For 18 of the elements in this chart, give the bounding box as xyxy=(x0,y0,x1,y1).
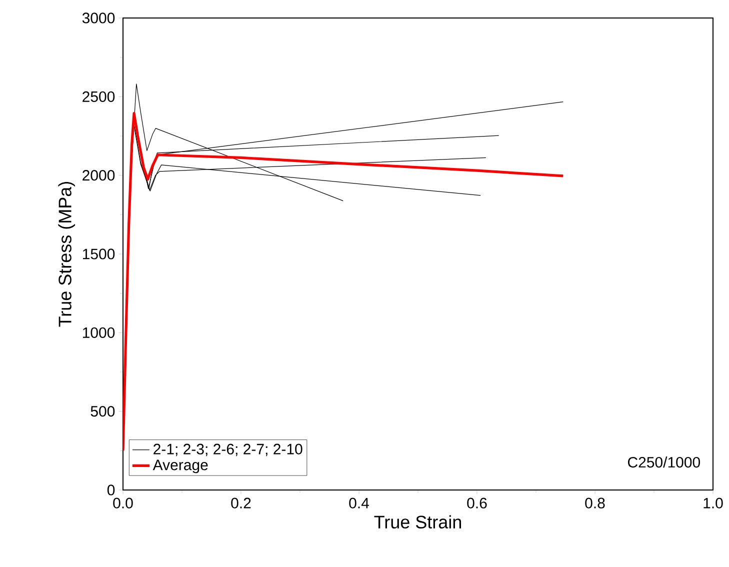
x-tick-label: 0.0 xyxy=(113,498,133,508)
y-tick-label: 1000 xyxy=(82,327,115,338)
x-tick-label: 0.6 xyxy=(467,498,487,508)
x-tick-label: 0.8 xyxy=(585,498,605,508)
x-tick-label: 1.0 xyxy=(704,498,723,508)
y-tick-label: 1500 xyxy=(82,248,115,260)
y-axis-title: True Stress (MPa) xyxy=(58,182,75,327)
legend-label: 2-1; 2-3; 2-6; 2-7; 2-10 xyxy=(154,444,302,456)
y-tick-label: 3000 xyxy=(82,12,115,24)
y-tick-label: 2000 xyxy=(82,170,115,181)
x-tick-label: 0.4 xyxy=(349,498,369,508)
annotation: C250/1000 xyxy=(628,456,700,468)
x-axis-title: True Strain xyxy=(374,515,461,528)
y-tick-label: 500 xyxy=(90,406,115,417)
y-tick-label: 0 xyxy=(107,484,115,496)
y-tick-label: 2500 xyxy=(82,91,115,102)
legend-label: Average xyxy=(152,460,208,474)
x-tick-label: 0.2 xyxy=(231,498,251,508)
